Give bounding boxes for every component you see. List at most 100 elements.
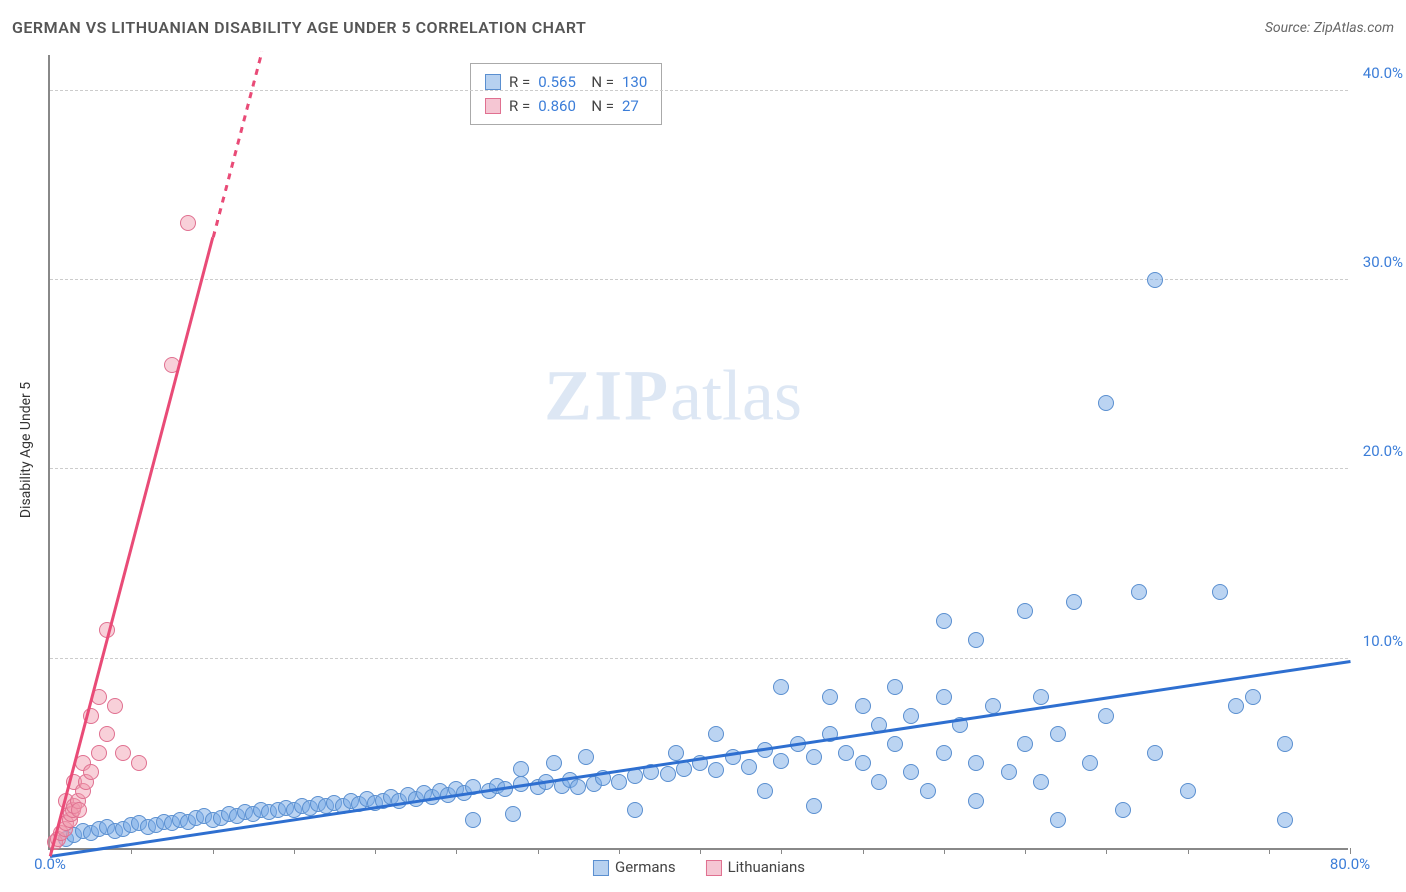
scatter-point (773, 753, 789, 769)
scatter-point (83, 764, 99, 780)
scatter-point (903, 708, 919, 724)
scatter-point (91, 745, 107, 761)
scatter-point (1082, 755, 1098, 771)
scatter-point (611, 774, 627, 790)
legend-stats-row: R = 0.860 N = 27 (485, 94, 647, 118)
scatter-point (1050, 812, 1066, 828)
x-tick (294, 848, 295, 854)
x-tick (1106, 848, 1107, 854)
scatter-point (806, 798, 822, 814)
scatter-point (1098, 708, 1114, 724)
scatter-point (1147, 272, 1163, 288)
grid-line (50, 90, 1348, 91)
scatter-point (1017, 736, 1033, 752)
x-tick (619, 848, 620, 854)
scatter-point (822, 689, 838, 705)
scatter-point (936, 745, 952, 761)
scatter-point (1033, 689, 1049, 705)
y-tick-label: 30.0% (1363, 253, 1403, 271)
scatter-point (757, 783, 773, 799)
scatter-point (903, 764, 919, 780)
scatter-point (465, 812, 481, 828)
legend-swatch (706, 860, 722, 876)
legend-item: Germans (593, 858, 676, 876)
scatter-point (936, 689, 952, 705)
x-tick (375, 848, 376, 854)
trend-line-dashed (211, 51, 262, 237)
scatter-point (985, 698, 1001, 714)
scatter-point (887, 736, 903, 752)
scatter-point (855, 698, 871, 714)
scatter-point (513, 761, 529, 777)
watermark: ZIPatlas (544, 354, 802, 437)
x-tick (1269, 848, 1270, 854)
scatter-point (968, 793, 984, 809)
x-tick (863, 848, 864, 854)
scatter-point (968, 632, 984, 648)
scatter-point (1115, 802, 1131, 818)
x-tick (781, 848, 782, 854)
y-axis-title: Disability Age Under 5 (18, 382, 34, 518)
grid-line (50, 658, 1348, 659)
x-tick (538, 848, 539, 854)
scatter-point (1277, 736, 1293, 752)
scatter-point (708, 762, 724, 778)
scatter-point (578, 749, 594, 765)
scatter-plot-area: ZIPatlas R = 0.565 N = 130R = 0.860 N = … (48, 55, 1348, 850)
scatter-point (1180, 783, 1196, 799)
scatter-point (668, 745, 684, 761)
scatter-point (660, 766, 676, 782)
scatter-point (1212, 584, 1228, 600)
legend-item: Lithuanians (706, 858, 805, 876)
scatter-point (1001, 764, 1017, 780)
correlation-legend: R = 0.565 N = 130R = 0.860 N = 27 (470, 63, 662, 125)
scatter-point (546, 755, 562, 771)
scatter-point (871, 774, 887, 790)
series-legend: Germans Lithuanians (593, 858, 805, 876)
x-tick-label: 80.0% (1330, 855, 1370, 873)
scatter-point (99, 726, 115, 742)
scatter-point (627, 802, 643, 818)
scatter-point (570, 779, 586, 795)
x-tick (456, 848, 457, 854)
scatter-point (1017, 603, 1033, 619)
scatter-point (968, 755, 984, 771)
legend-swatch (593, 860, 609, 876)
scatter-point (708, 726, 724, 742)
scatter-point (180, 215, 196, 231)
scatter-point (1245, 689, 1261, 705)
scatter-point (920, 783, 936, 799)
scatter-point (1228, 698, 1244, 714)
x-tick (1188, 848, 1189, 854)
scatter-point (806, 749, 822, 765)
y-tick-label: 20.0% (1363, 442, 1403, 460)
scatter-point (1147, 745, 1163, 761)
legend-swatch (485, 74, 501, 90)
scatter-point (936, 613, 952, 629)
x-tick-label: 0.0% (34, 855, 66, 873)
scatter-point (773, 679, 789, 695)
scatter-point (838, 745, 854, 761)
scatter-point (71, 802, 87, 818)
scatter-point (741, 759, 757, 775)
chart-title: GERMAN VS LITHUANIAN DISABILITY AGE UNDE… (12, 18, 586, 37)
x-tick (1025, 848, 1026, 854)
legend-swatch (485, 98, 501, 114)
x-tick (944, 848, 945, 854)
source-attribution: Source: ZipAtlas.com (1265, 20, 1394, 36)
scatter-point (107, 698, 123, 714)
scatter-point (1277, 812, 1293, 828)
scatter-point (1033, 774, 1049, 790)
scatter-point (1050, 726, 1066, 742)
y-tick-label: 10.0% (1363, 632, 1403, 650)
scatter-point (1066, 594, 1082, 610)
scatter-point (115, 745, 131, 761)
scatter-point (505, 806, 521, 822)
scatter-point (1098, 395, 1114, 411)
scatter-point (131, 755, 147, 771)
x-tick (213, 848, 214, 854)
scatter-point (855, 755, 871, 771)
y-tick-label: 40.0% (1363, 64, 1403, 82)
scatter-point (887, 679, 903, 695)
x-tick (700, 848, 701, 854)
